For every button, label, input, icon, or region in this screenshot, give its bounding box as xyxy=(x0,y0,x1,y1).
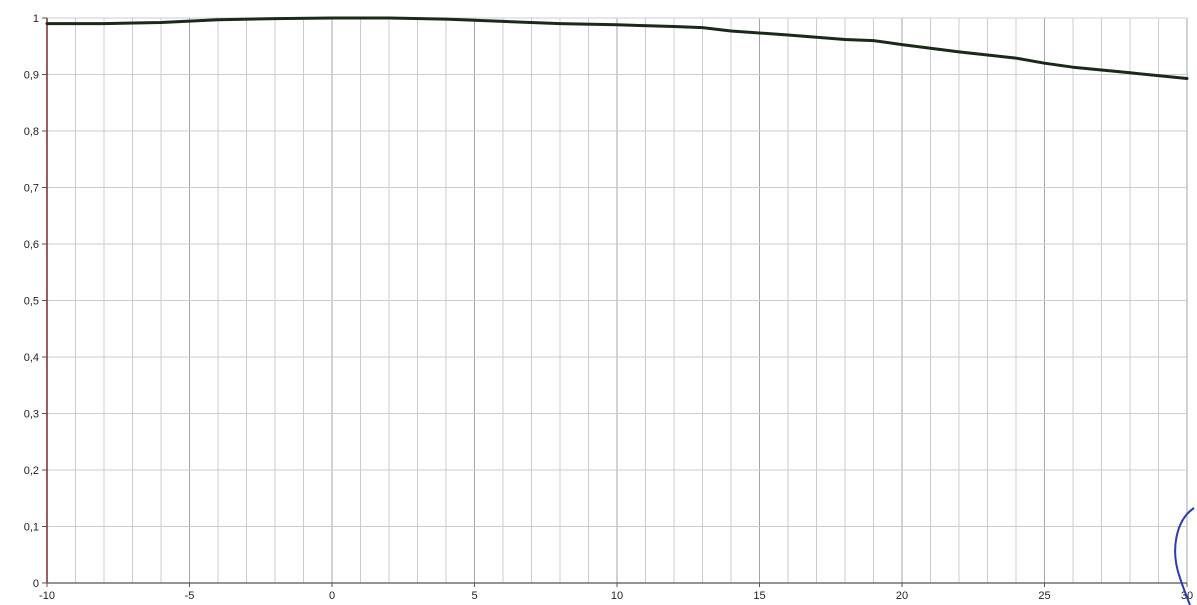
y-tick-label: 0,5 xyxy=(24,296,39,308)
y-tick-label: 0,6 xyxy=(24,239,39,251)
series-line xyxy=(45,16,1189,80)
blue-circle-annotation-mark xyxy=(1174,507,1195,605)
series xyxy=(45,16,1189,80)
y-tick-label: 0,4 xyxy=(24,352,39,364)
x-tick-label: 0 xyxy=(329,590,335,602)
x-tick-label: 5 xyxy=(471,590,477,602)
x-tick-label: -5 xyxy=(185,590,195,602)
y-tick-label: 0 xyxy=(33,578,39,590)
y-tick-label: 0,9 xyxy=(24,70,39,82)
x-tick-label: 25 xyxy=(1038,590,1050,602)
y-tick-label: 0,8 xyxy=(24,126,39,138)
y-tick-label: 0,2 xyxy=(24,465,39,477)
y-tick-label: 1 xyxy=(33,13,39,25)
y-tick-label: 0,1 xyxy=(24,522,39,534)
x-tick-label: 15 xyxy=(753,590,765,602)
grid xyxy=(46,17,1188,584)
y-tick-label: 0,3 xyxy=(24,409,39,421)
x-tick-label: 10 xyxy=(611,590,623,602)
axes xyxy=(42,17,1188,587)
y-tick-label: 0,7 xyxy=(24,183,39,195)
tick-labels: 0 0,1 0,2 0,3 0,4 0,5 0,6 0,7 0,8 0,9 1 -10 -5 0 5 10 15… xyxy=(24,13,1193,602)
x-tick-label: 20 xyxy=(896,590,908,602)
x-tick-label: -10 xyxy=(39,590,55,602)
